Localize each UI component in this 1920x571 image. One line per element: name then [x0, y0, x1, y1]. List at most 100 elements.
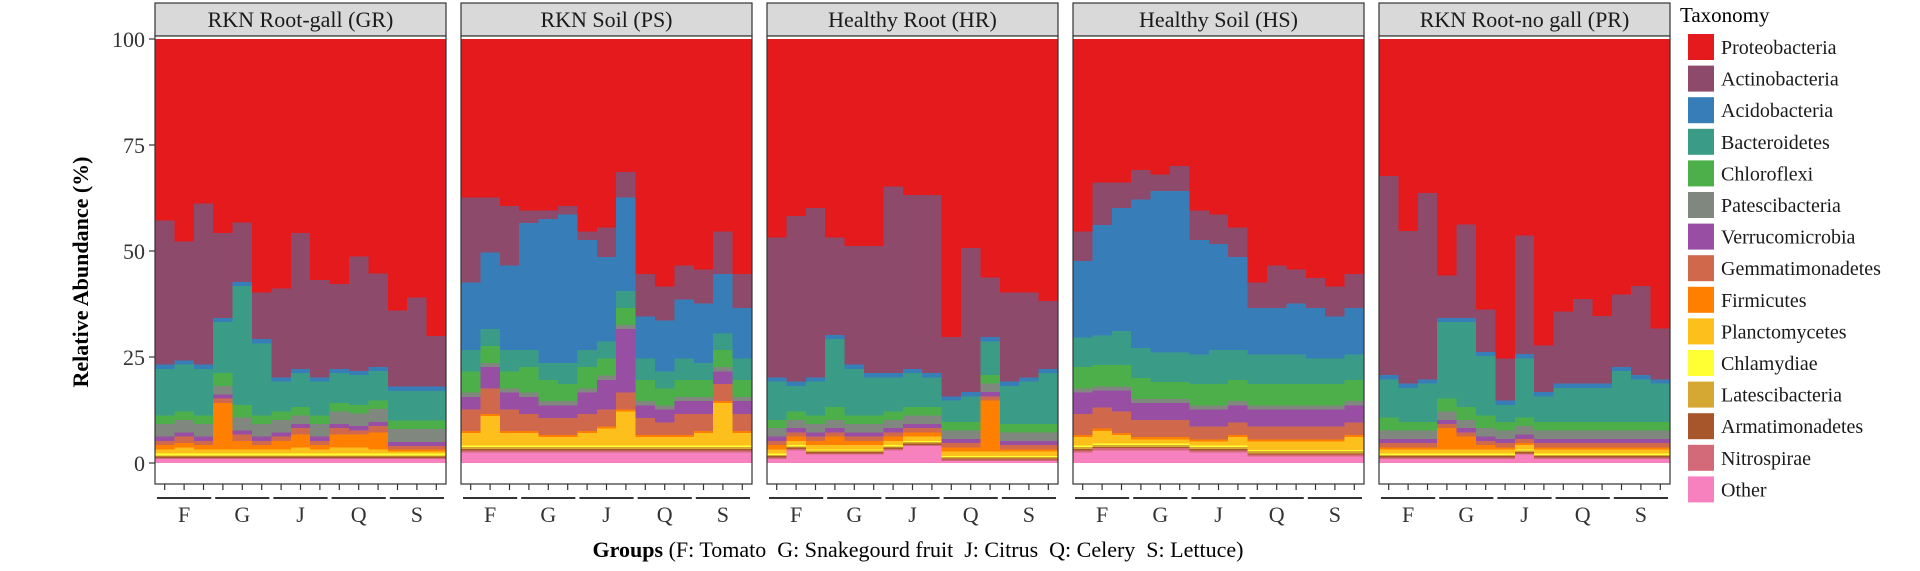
group-label: Q: [351, 502, 367, 527]
facet-panel-healthy-root-hr: Healthy Root (HR) F G J Q S: [766, 2, 1059, 527]
legend-label: Latescibacteria: [1721, 385, 1842, 407]
legend-label: Actinobacteria: [1721, 69, 1839, 91]
legend-item-proteobacteria: Proteobacteria: [1688, 34, 1837, 60]
area-firmicutes: [1379, 428, 1670, 450]
x-axis-label-rest: (F: Tomato G: Snakegourd fruit J: Citrus…: [669, 537, 1244, 562]
legend-swatch: [1688, 318, 1714, 345]
legend-swatch: [1688, 34, 1714, 60]
area-actinobacteria: [461, 172, 752, 321]
legend-swatch: [1688, 381, 1714, 408]
group-label: F: [178, 502, 190, 527]
group-label: G: [1458, 502, 1474, 527]
legend-swatch: [1688, 255, 1714, 282]
area-chlamydiae: [1379, 449, 1670, 455]
legend-label: Chlamydiae: [1721, 353, 1818, 375]
legend-item-latescibacteria: Latescibacteria: [1688, 381, 1842, 408]
group-label: J: [1214, 502, 1223, 527]
group-label: F: [790, 502, 802, 527]
legend-item-chlamydiae: Chlamydiae: [1688, 350, 1818, 376]
legend-title: Taxonomy: [1680, 3, 1770, 27]
panel-bottom-margin: [461, 463, 752, 484]
area-chloroflexi: [1379, 398, 1670, 431]
legend-item-armatimonadetes: Armatimonadetes: [1688, 413, 1863, 440]
legend-item-patescibacteria: Patescibacteria: [1688, 192, 1841, 218]
facet-panels: RKN Root-gall (GR) F G J Q S RKN Soil (PS) F G J Q…: [154, 2, 1671, 527]
area-bacteroidetes: [1379, 322, 1670, 422]
area-actinobacteria: [767, 186, 1058, 397]
area-patescibacteria: [767, 383, 1058, 441]
y-tick-label: 0: [134, 451, 145, 476]
group-label: J: [1520, 502, 1529, 527]
area-chlamydiae: [461, 445, 752, 447]
legend-swatch: [1688, 65, 1714, 92]
area-latescibacteria: [1379, 450, 1670, 457]
area-nitrospirae: [155, 457, 446, 459]
area-planctomycetes: [767, 436, 1058, 456]
area-other: [461, 452, 752, 463]
facet-panel-rkn-root-no-gall-pr: RKN Root-no gall (PR) F G J Q S: [1378, 2, 1671, 527]
area-armatimonadetes: [1073, 446, 1364, 455]
area-verrucomicrobia: [1073, 390, 1364, 427]
x-axis-label: Groups (F: Tomato G: Snakegourd fruit J:…: [593, 537, 1244, 562]
area-nitrospirae: [1073, 448, 1364, 457]
area-other: [1073, 450, 1364, 463]
area-planctomycetes: [461, 403, 752, 446]
area-firmicutes: [155, 402, 446, 452]
legend-label: Gemmatimonadetes: [1721, 258, 1881, 280]
area-bacteroidetes: [767, 339, 1058, 424]
y-tick-label: 75: [123, 133, 145, 158]
group-label: F: [1402, 502, 1414, 527]
legend-item-planctomycetes: Planctomycetes: [1688, 318, 1847, 345]
group-label: Q: [1575, 502, 1591, 527]
area-firmicutes: [1073, 428, 1364, 442]
group-label: J: [602, 502, 611, 527]
legend-items: Proteobacteria Actinobacteria Acidobacteri…: [1688, 34, 1881, 503]
area-acidobacteria: [1073, 191, 1364, 359]
group-label: S: [1635, 502, 1647, 527]
area-bacteroidetes: [461, 290, 752, 389]
group-label: S: [1329, 502, 1341, 527]
facet-panel-rkn-root-gall-gr: RKN Root-gall (GR) F G J Q S: [154, 2, 447, 527]
area-chloroflexi: [461, 307, 752, 406]
facet-strip: [154, 2, 447, 37]
group-label: S: [411, 502, 423, 527]
area-actinobacteria: [155, 203, 446, 387]
area-gemmatimonadetes: [1073, 407, 1364, 440]
facet-panel-rkn-soil-ps: RKN Soil (PS) F G J Q S: [460, 2, 753, 527]
y-axis-label: Relative Abundance (%): [68, 157, 93, 388]
legend-label: Patescibacteria: [1721, 195, 1841, 217]
group-label: F: [1096, 502, 1108, 527]
legend-item-acidobacteria: Acidobacteria: [1688, 97, 1833, 124]
area-patescibacteria: [1073, 386, 1364, 410]
facet-strip: [460, 2, 753, 37]
area-chloroflexi: [1073, 365, 1364, 406]
group-label: G: [1152, 502, 1168, 527]
legend-swatch: [1688, 413, 1714, 440]
legend-label: Verrucomicrobia: [1721, 227, 1856, 249]
area-firmicutes: [767, 400, 1058, 452]
legend: Taxonomy Proteobacteria Actinobacteria Aci…: [1680, 3, 1881, 503]
legend-label: Other: [1721, 479, 1767, 501]
area-planctomycetes: [155, 447, 446, 454]
y-tick-label: 25: [123, 345, 145, 370]
legend-label: Nitrospirae: [1721, 448, 1811, 470]
area-gemmatimonadetes: [767, 396, 1058, 450]
area-armatimonadetes: [155, 456, 446, 458]
group-label: J: [908, 502, 917, 527]
panel-bottom-margin: [1073, 463, 1364, 484]
panel-top-margin: [767, 36, 1058, 39]
legend-swatch: [1688, 97, 1714, 124]
area-armatimonadetes: [461, 449, 752, 451]
area-acidobacteria: [461, 197, 752, 372]
y-axis: Relative Abundance (%) 0 25 50 75 100: [68, 27, 155, 476]
facet-panel-healthy-soil-hs: Healthy Soil (HS) F G J Q S: [1072, 2, 1365, 527]
legend-swatch: [1688, 350, 1714, 376]
group-label: J: [296, 502, 305, 527]
legend-label: Planctomycetes: [1721, 321, 1847, 343]
area-planctomycetes: [1379, 445, 1670, 454]
area-verrucomicrobia: [1379, 419, 1670, 444]
legend-item-other: Other: [1688, 476, 1767, 503]
area-bacteroidetes: [1073, 331, 1364, 385]
legend-item-chloroflexi: Chloroflexi: [1688, 160, 1814, 187]
